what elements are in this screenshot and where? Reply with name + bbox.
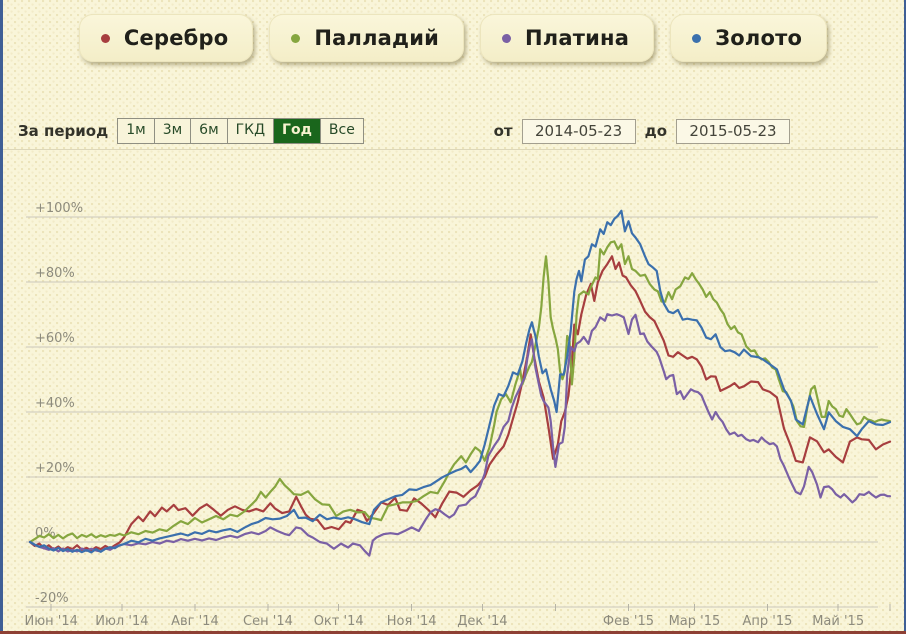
legend-item-silver[interactable]: Серебро (78, 14, 254, 62)
legend-label: Платина (525, 26, 630, 50)
svg-text:Окт '14: Окт '14 (314, 614, 364, 629)
svg-text:-20%: -20% (35, 591, 69, 606)
svg-text:Дек '14: Дек '14 (457, 614, 507, 629)
period-button-year[interactable]: Год (273, 117, 321, 145)
legend-label: Золото (715, 26, 803, 50)
period-button-6m[interactable]: 6м (190, 117, 228, 145)
svg-text:Сен '14: Сен '14 (243, 614, 293, 629)
window-edge-bottom (0, 631, 906, 634)
svg-text:Апр '15: Апр '15 (743, 614, 793, 629)
price-change-chart[interactable]: +100% +80% +60% +40% +20% 0% -20% Июн '14 Июл '1… (0, 150, 906, 634)
legend-label: Серебро (123, 26, 229, 50)
period-button-1m[interactable]: 1м (117, 117, 155, 145)
date-to-input[interactable] (676, 118, 790, 144)
gold-dot-icon (692, 33, 702, 43)
svg-text:Фев '15: Фев '15 (603, 614, 654, 629)
svg-text:Июн '14: Июн '14 (24, 614, 77, 629)
platinum-dot-icon (502, 33, 512, 43)
date-range: от до (493, 118, 790, 144)
window-edge-right (904, 0, 906, 634)
controls-row: За период 1м 3м 6м ГКД Год Все от до (0, 113, 906, 150)
svg-text:Июл '14: Июл '14 (95, 614, 148, 629)
period-selector: 1м 3м 6м ГКД Год Все (117, 117, 364, 145)
date-to-label: до (644, 122, 667, 140)
svg-text:Май '15: Май '15 (812, 614, 864, 629)
svg-text:+60%: +60% (35, 331, 75, 346)
legend-label: Палладий (314, 26, 440, 50)
period-label: За период (18, 122, 109, 140)
period-button-all[interactable]: Все (319, 117, 364, 145)
svg-text:Ноя '14: Ноя '14 (387, 614, 437, 629)
svg-text:0%: 0% (35, 526, 56, 541)
svg-text:Авг '14: Авг '14 (171, 614, 219, 629)
svg-text:+40%: +40% (35, 396, 75, 411)
legend: Серебро Палладий Платина Золото (0, 14, 906, 62)
price-chart-svg[interactable]: +100% +80% +60% +40% +20% 0% -20% Июн '14 Июл '1… (0, 150, 906, 634)
svg-text:Мар '15: Мар '15 (669, 614, 721, 629)
legend-item-gold[interactable]: Золото (670, 14, 828, 62)
svg-text:+80%: +80% (35, 266, 75, 281)
date-from-label: от (493, 122, 513, 140)
period-button-ytd[interactable]: ГКД (226, 117, 275, 145)
palladium-dot-icon (291, 33, 301, 43)
legend-item-platinum[interactable]: Платина (480, 14, 655, 62)
svg-text:+20%: +20% (35, 461, 75, 476)
period-button-3m[interactable]: 3м (153, 117, 192, 145)
legend-item-palladium[interactable]: Палладий (269, 14, 465, 62)
window-edge-left (0, 0, 3, 634)
svg-text:+100%: +100% (35, 201, 83, 216)
date-from-input[interactable] (521, 118, 636, 144)
silver-dot-icon (100, 33, 110, 43)
